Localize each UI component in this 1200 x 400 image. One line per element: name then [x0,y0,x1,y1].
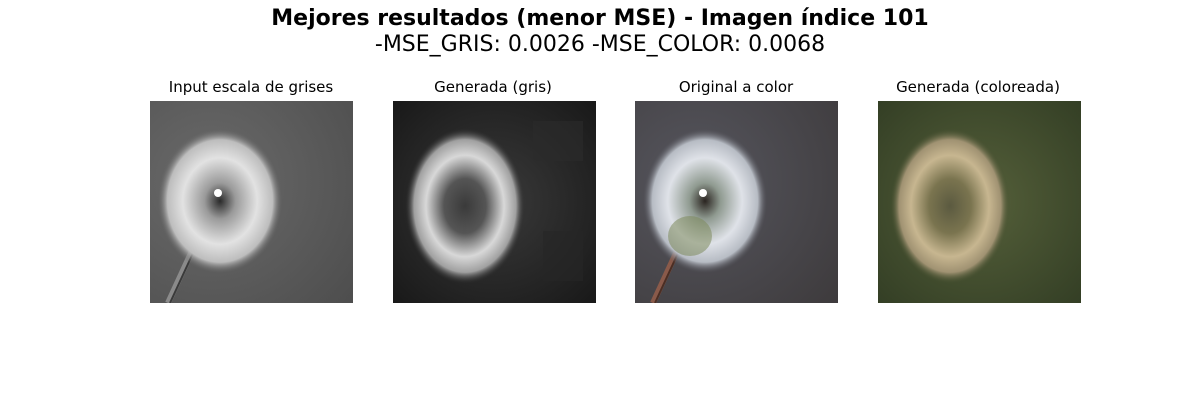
generated-colorized-image [878,101,1081,303]
panel-title-input-gray: Input escala de grises [168,78,334,96]
panel-title-generated-gray: Generada (gris) [434,78,552,96]
generated-grayscale-image [393,101,596,303]
panel-title-generated-color: Generada (coloreada) [896,78,1060,96]
input-grayscale-image [150,101,353,303]
original-color-image [635,101,838,303]
panel-title-original-color: Original a color [678,78,794,96]
figure-title-line-2: -MSE_GRIS: 0.0026 -MSE_COLOR: 0.0068 [374,32,826,57]
figure-title-line-1: Mejores resultados (menor MSE) - Imagen … [271,6,929,31]
